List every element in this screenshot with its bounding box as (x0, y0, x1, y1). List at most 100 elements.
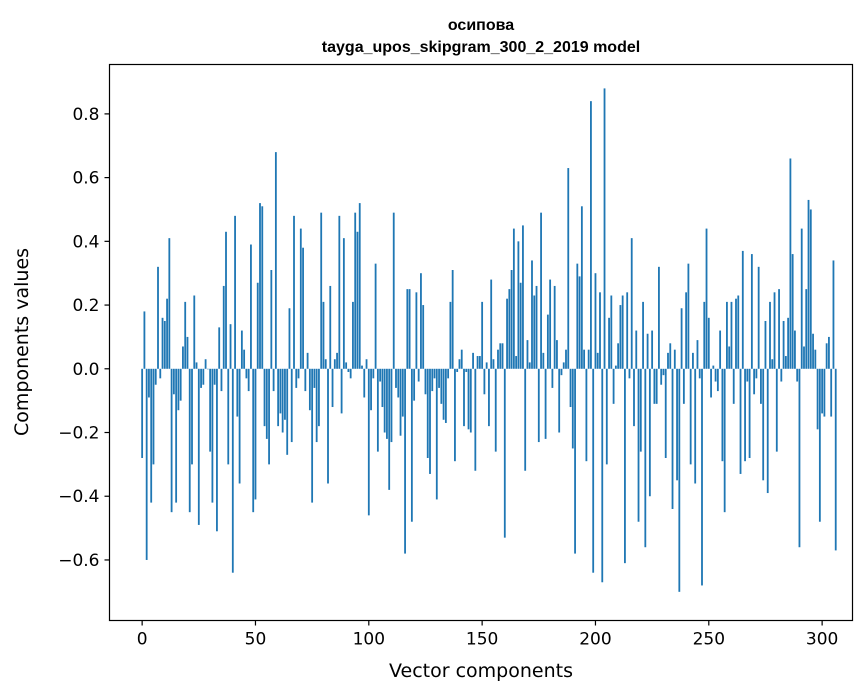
bar-119 (410, 368, 413, 522)
bar-61 (279, 368, 282, 414)
bar-255 (719, 330, 722, 369)
bar-10 (163, 320, 166, 369)
bar-78 (318, 368, 320, 427)
bar-217 (633, 368, 635, 427)
bar-52 (259, 203, 261, 369)
bar-214 (626, 292, 629, 369)
bar-32 (213, 368, 216, 385)
bar-197 (587, 349, 590, 369)
bar-226 (653, 368, 656, 404)
bar-176 (540, 212, 542, 369)
bar-139 (456, 368, 459, 372)
bar-21 (188, 368, 191, 513)
y-tick-label: 0.2 (72, 296, 99, 316)
bar-252 (712, 365, 715, 369)
bar-142 (463, 368, 465, 427)
bar-216 (630, 238, 633, 369)
bar-131 (438, 368, 440, 388)
bar-237 (678, 368, 681, 592)
bar-257 (723, 368, 726, 513)
bar-149 (478, 356, 481, 369)
bar-211 (619, 305, 622, 369)
bar-37 (225, 231, 227, 369)
bar-108 (386, 368, 388, 439)
bar-1 (143, 311, 146, 369)
bar-178 (544, 368, 547, 439)
bar-83 (329, 285, 332, 369)
bar-199 (592, 368, 595, 573)
bar-236 (676, 368, 678, 481)
bar-244 (694, 368, 697, 484)
bar-189 (569, 368, 572, 408)
bar-74 (308, 368, 311, 411)
bar-238 (680, 308, 683, 369)
bar-124 (422, 305, 425, 369)
bar-11 (166, 298, 168, 369)
bar-245 (696, 340, 699, 369)
bar-65 (288, 308, 291, 369)
bar-156 (494, 368, 497, 452)
bar-7 (157, 266, 159, 369)
bar-191 (574, 368, 576, 554)
bar-221 (642, 301, 644, 369)
bar-6 (154, 368, 157, 385)
bar-125 (424, 368, 427, 395)
bar-190 (571, 368, 574, 449)
bar-248 (703, 301, 706, 369)
bar-98 (363, 368, 366, 398)
bar-50 (254, 368, 257, 500)
bar-159 (501, 343, 504, 369)
bar-162 (508, 289, 511, 369)
bar-85 (333, 359, 336, 369)
bar-271 (755, 368, 758, 379)
bar-155 (492, 359, 495, 369)
bar-278 (771, 359, 774, 369)
bar-258 (726, 301, 728, 369)
bar-47 (247, 368, 250, 392)
bar-170 (526, 340, 529, 369)
bar-57 (270, 270, 273, 369)
bar-42 (236, 368, 239, 417)
bar-273 (760, 368, 762, 404)
bar-186 (562, 362, 565, 369)
bar-48 (250, 244, 252, 369)
y-tick-label: 0.4 (72, 232, 99, 252)
bar-36 (222, 285, 225, 369)
bar-100 (367, 368, 370, 516)
bar-174 (535, 285, 538, 369)
bar-136 (449, 301, 452, 369)
bar-302 (825, 343, 828, 369)
bar-209 (614, 365, 617, 369)
bar-18 (182, 346, 184, 369)
bar-20 (186, 336, 189, 369)
bar-219 (637, 368, 640, 522)
bar-88 (340, 368, 343, 414)
bar-8 (159, 368, 162, 379)
bar-247 (701, 368, 703, 586)
bar-246 (698, 368, 701, 379)
bar-27 (202, 368, 205, 385)
bar-29 (206, 368, 209, 370)
bar-154 (490, 279, 493, 369)
bar-239 (682, 368, 685, 404)
bar-210 (617, 343, 620, 369)
bar-292 (803, 346, 805, 369)
bar-137 (451, 270, 454, 369)
bar-218 (635, 330, 638, 369)
bar-49 (252, 368, 255, 513)
bar-81 (324, 359, 327, 369)
bar-34 (218, 327, 221, 369)
bar-298 (816, 368, 819, 430)
bar-208 (612, 368, 615, 404)
bar-249 (705, 228, 708, 369)
bar-69 (297, 368, 300, 379)
bar-287 (791, 254, 794, 369)
bar-173 (533, 295, 536, 369)
bar-26 (200, 368, 202, 388)
bar-59 (274, 152, 277, 369)
bar-297 (814, 349, 817, 369)
bar-126 (426, 368, 429, 458)
bar-104 (376, 368, 379, 452)
bar-256 (721, 368, 724, 462)
bar-185 (560, 368, 563, 376)
